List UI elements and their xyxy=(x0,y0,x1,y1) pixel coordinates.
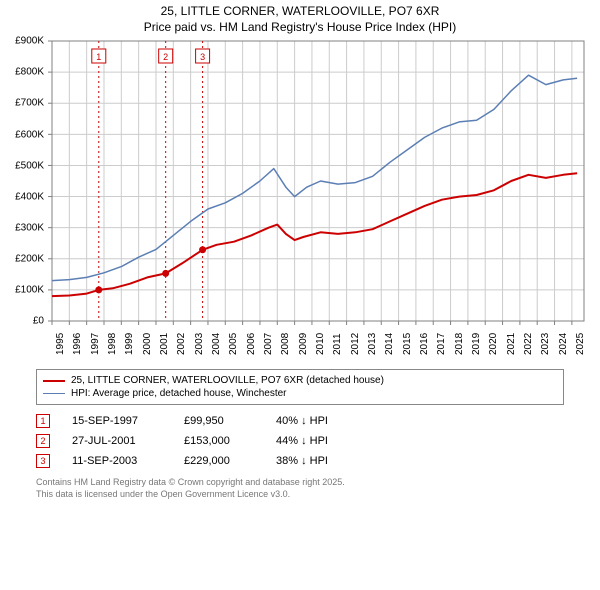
svg-text:3: 3 xyxy=(200,52,205,62)
y-tick-label: £800K xyxy=(15,67,44,78)
x-tick-label: 2015 xyxy=(402,333,413,355)
x-tick-label: 2025 xyxy=(575,333,586,355)
transaction-marker: 1 xyxy=(36,414,50,428)
x-tick-label: 2013 xyxy=(367,333,378,355)
x-tick-label: 1995 xyxy=(55,333,66,355)
transaction-price: £229,000 xyxy=(184,455,254,467)
title-line-2: Price paid vs. HM Land Registry's House … xyxy=(0,20,600,36)
x-tick-label: 2019 xyxy=(471,333,482,355)
legend-swatch xyxy=(43,380,65,382)
x-tick-label: 1997 xyxy=(90,333,101,355)
x-tick-label: 2023 xyxy=(540,333,551,355)
x-tick-label: 2014 xyxy=(384,333,395,355)
legend-swatch xyxy=(43,393,65,394)
x-tick-label: 2011 xyxy=(332,334,343,356)
x-tick-label: 2003 xyxy=(194,333,205,355)
transaction-price: £99,950 xyxy=(184,415,254,427)
transaction-delta: 44% ↓ HPI xyxy=(276,435,356,447)
legend-label: HPI: Average price, detached house, Winc… xyxy=(71,388,287,399)
y-tick-label: £200K xyxy=(15,253,44,264)
y-tick-label: £100K xyxy=(15,285,44,296)
x-tick-label: 2010 xyxy=(315,333,326,355)
transaction-date: 15-SEP-1997 xyxy=(72,415,162,427)
x-tick-label: 2008 xyxy=(280,333,291,355)
x-tick-label: 2007 xyxy=(263,333,274,355)
transaction-date: 11-SEP-2003 xyxy=(72,455,162,467)
y-tick-label: £300K xyxy=(15,222,44,233)
transaction-marker: 2 xyxy=(36,434,50,448)
y-tick-label: £600K xyxy=(15,129,44,140)
x-tick-label: 2020 xyxy=(488,333,499,355)
x-tick-label: 2005 xyxy=(228,333,239,355)
legend: 25, LITTLE CORNER, WATERLOOVILLE, PO7 6X… xyxy=(36,369,564,405)
y-tick-label: £400K xyxy=(15,191,44,202)
attribution-line-2: This data is licensed under the Open Gov… xyxy=(36,489,600,501)
x-tick-label: 2021 xyxy=(506,333,517,355)
transaction-row: 2 27-JUL-2001 £153,000 44% ↓ HPI xyxy=(36,431,600,451)
transaction-date: 27-JUL-2001 xyxy=(72,435,162,447)
transaction-row: 3 11-SEP-2003 £229,000 38% ↓ HPI xyxy=(36,451,600,471)
transactions-table: 1 15-SEP-1997 £99,950 40% ↓ HPI 2 27-JUL-2001… xyxy=(36,411,600,471)
attribution-line-1: Contains HM Land Registry data © Crown c… xyxy=(36,477,600,489)
legend-row: HPI: Average price, detached house, Winc… xyxy=(43,387,557,400)
x-tick-label: 2002 xyxy=(176,333,187,355)
x-tick-label: 2024 xyxy=(558,333,569,355)
y-tick-label: £0 xyxy=(33,316,44,327)
x-tick-label: 2009 xyxy=(298,333,309,355)
transaction-delta: 38% ↓ HPI xyxy=(276,455,356,467)
x-tick-label: 2004 xyxy=(211,333,222,355)
x-tick-label: 1998 xyxy=(107,333,118,355)
x-tick-label: 1999 xyxy=(124,333,135,355)
x-tick-label: 2016 xyxy=(419,333,430,355)
x-tick-label: 2017 xyxy=(436,333,447,355)
x-tick-label: 2000 xyxy=(142,333,153,355)
transaction-marker: 3 xyxy=(36,454,50,468)
transaction-delta: 40% ↓ HPI xyxy=(276,415,356,427)
transaction-price: £153,000 xyxy=(184,435,254,447)
attribution: Contains HM Land Registry data © Crown c… xyxy=(36,477,600,500)
x-tick-label: 2022 xyxy=(523,333,534,355)
chart-title: 25, LITTLE CORNER, WATERLOOVILLE, PO7 6X… xyxy=(0,0,600,35)
x-tick-label: 2018 xyxy=(454,333,465,355)
x-tick-label: 2001 xyxy=(159,333,170,355)
price-chart: 1 2 3 £0 £100K £200K £300K £400K £500K £600K £700… xyxy=(8,35,592,365)
y-tick-label: £700K xyxy=(15,98,44,109)
y-tick-label: £500K xyxy=(15,160,44,171)
title-line-1: 25, LITTLE CORNER, WATERLOOVILLE, PO7 6X… xyxy=(0,4,600,20)
y-tick-label: £900K xyxy=(15,36,44,47)
x-tick-label: 2006 xyxy=(246,333,257,355)
legend-row: 25, LITTLE CORNER, WATERLOOVILLE, PO7 6X… xyxy=(43,374,557,387)
svg-text:2: 2 xyxy=(163,52,168,62)
transaction-row: 1 15-SEP-1997 £99,950 40% ↓ HPI xyxy=(36,411,600,431)
legend-label: 25, LITTLE CORNER, WATERLOOVILLE, PO7 6X… xyxy=(71,375,384,386)
chart-svg: 1 2 3 xyxy=(8,35,592,365)
x-tick-label: 2012 xyxy=(350,333,361,355)
svg-text:1: 1 xyxy=(96,52,101,62)
x-tick-label: 1996 xyxy=(72,333,83,355)
